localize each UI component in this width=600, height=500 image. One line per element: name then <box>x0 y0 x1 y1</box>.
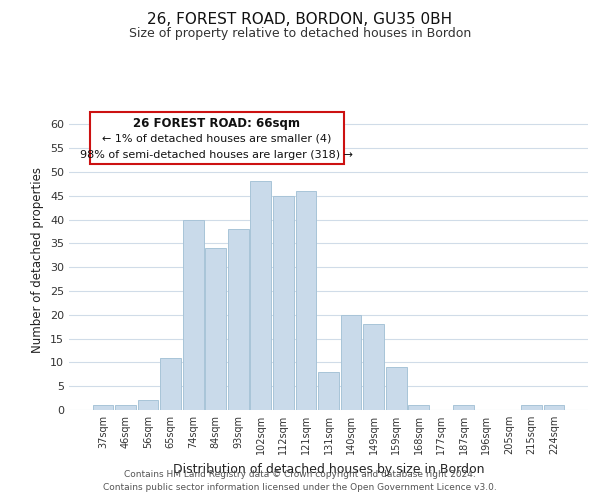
Bar <box>137 400 158 410</box>
Text: 26, FOREST ROAD, BORDON, GU35 0BH: 26, FOREST ROAD, BORDON, GU35 0BH <box>148 12 452 28</box>
Bar <box>544 405 565 410</box>
Bar <box>92 405 113 410</box>
Bar <box>115 405 136 410</box>
Bar <box>341 315 361 410</box>
Text: Contains HM Land Registry data © Crown copyright and database right 2024.: Contains HM Land Registry data © Crown c… <box>124 470 476 479</box>
Bar <box>454 405 474 410</box>
Text: Contains public sector information licensed under the Open Government Licence v3: Contains public sector information licen… <box>103 483 497 492</box>
X-axis label: Distribution of detached houses by size in Bordon: Distribution of detached houses by size … <box>173 462 484 475</box>
Bar <box>250 182 271 410</box>
Text: 98% of semi-detached houses are larger (318) →: 98% of semi-detached houses are larger (… <box>80 150 353 160</box>
Bar <box>409 405 429 410</box>
Bar <box>386 367 407 410</box>
Text: ← 1% of detached houses are smaller (4): ← 1% of detached houses are smaller (4) <box>102 134 332 144</box>
Bar <box>183 220 203 410</box>
Bar <box>205 248 226 410</box>
Text: 26 FOREST ROAD: 66sqm: 26 FOREST ROAD: 66sqm <box>133 116 301 130</box>
Y-axis label: Number of detached properties: Number of detached properties <box>31 167 44 353</box>
Bar <box>318 372 339 410</box>
Bar <box>363 324 384 410</box>
Text: Size of property relative to detached houses in Bordon: Size of property relative to detached ho… <box>129 28 471 40</box>
Bar <box>228 229 248 410</box>
Bar <box>273 196 294 410</box>
FancyBboxPatch shape <box>90 112 344 164</box>
Bar <box>296 191 316 410</box>
Bar <box>521 405 542 410</box>
Bar <box>160 358 181 410</box>
